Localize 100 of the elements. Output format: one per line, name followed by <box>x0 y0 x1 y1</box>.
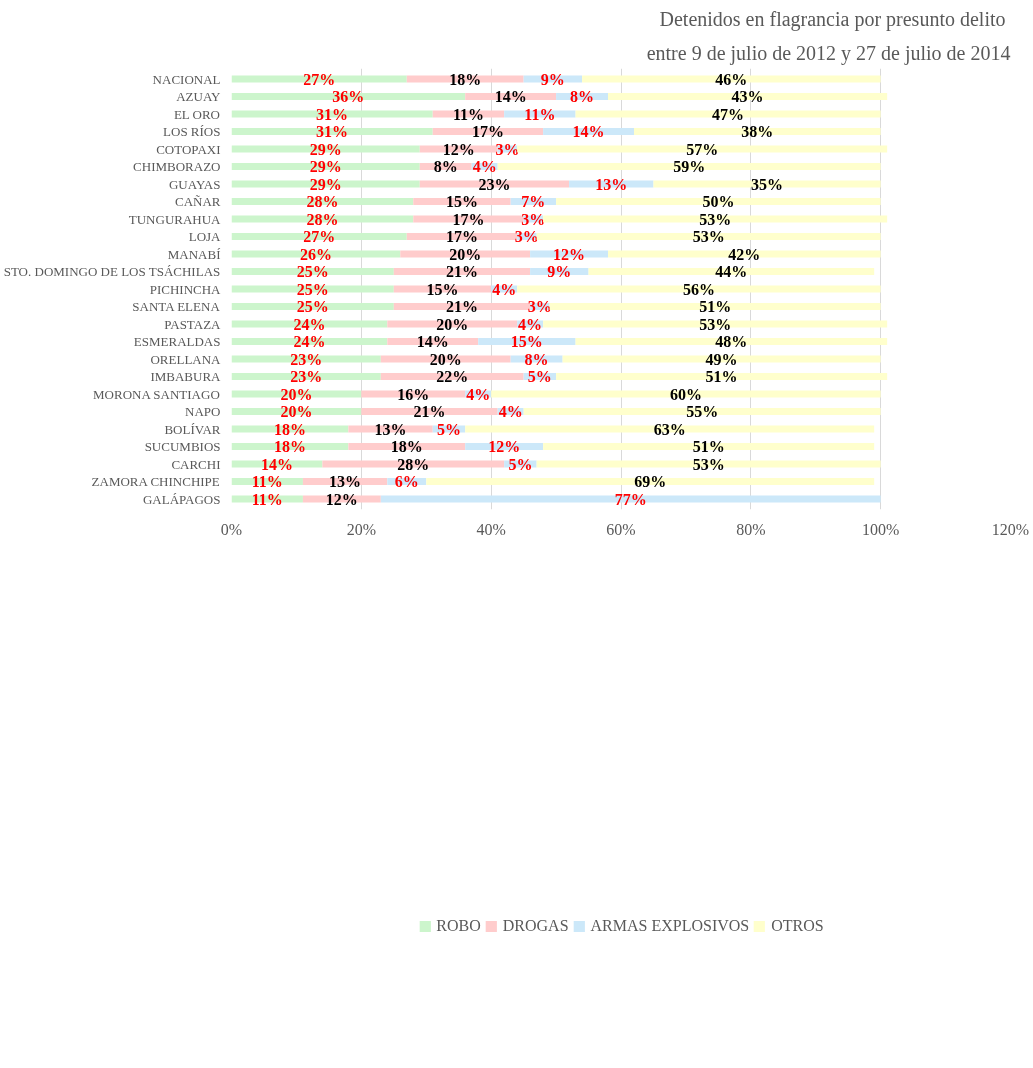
y-tick-label: BOLÍVAR <box>164 421 221 437</box>
data-label: 42% <box>728 245 761 263</box>
data-label: 11% <box>524 105 556 123</box>
data-label: 14% <box>572 123 605 140</box>
y-tick-label: TUNGURAHUA <box>128 211 222 227</box>
bar <box>497 163 881 170</box>
bar <box>536 460 881 468</box>
data-label: 43% <box>731 88 764 105</box>
data-label: 20% <box>429 350 462 368</box>
data-label: 17% <box>452 210 485 228</box>
bar <box>543 443 875 450</box>
y-tick-label: NAPO <box>185 404 221 419</box>
data-label: 50% <box>702 193 735 210</box>
bar <box>231 163 420 170</box>
data-label: 5% <box>436 420 461 438</box>
data-label: 56% <box>682 280 715 298</box>
data-label: 20% <box>280 403 313 420</box>
data-label: 36% <box>332 88 365 105</box>
data-label: 20% <box>436 315 469 333</box>
data-label: 57% <box>686 140 719 158</box>
data-label: 14% <box>260 455 293 473</box>
data-label: 4% <box>498 403 523 420</box>
bar <box>608 250 881 258</box>
y-tick-label: EL ORO <box>173 106 221 122</box>
bar <box>380 495 881 503</box>
data-label: 47% <box>712 105 745 123</box>
y-tick-label: NACIONAL <box>152 71 221 87</box>
data-label: 55% <box>686 403 719 420</box>
bar <box>231 145 420 153</box>
data-label: 48% <box>715 333 748 350</box>
data-label: 31% <box>316 123 349 140</box>
data-label: 25% <box>296 263 329 280</box>
y-tick-label: MORONA SANTIAGO <box>93 386 220 402</box>
data-label: 53% <box>692 455 725 473</box>
y-tick-label: LOS RÍOS <box>163 124 221 139</box>
y-tick-label: SANTA ELENA <box>132 299 221 314</box>
y-tick-label: ZAMORA CHINCHIPE <box>91 474 220 489</box>
data-label: 25% <box>296 298 329 315</box>
data-label: 28% <box>306 210 339 228</box>
data-label: 53% <box>699 315 732 333</box>
data-label: 15% <box>426 280 459 298</box>
bar <box>231 198 414 205</box>
bar <box>465 425 875 433</box>
data-label: 11% <box>251 473 283 490</box>
bar <box>231 110 433 118</box>
y-tick-label: GALÁPAGOS <box>142 491 221 507</box>
legend-label: DROGAS <box>502 916 569 935</box>
x-tick-label: 100% <box>862 520 900 538</box>
bar <box>231 180 420 188</box>
data-label: 53% <box>699 210 732 228</box>
chart-subtitle: entre 9 de julio de 2012 y 27 de julio de 2014 <box>646 41 1011 65</box>
bar <box>231 215 414 223</box>
y-tick-label: LOJA <box>188 229 222 244</box>
data-label: 20% <box>280 385 313 403</box>
data-label: 7% <box>521 193 546 210</box>
y-tick-label: CHIMBORAZO <box>133 159 221 174</box>
data-label: 24% <box>293 315 326 333</box>
bar <box>517 145 888 153</box>
y-tick-label: MANABÍ <box>167 246 221 262</box>
data-label: 69% <box>634 473 667 490</box>
data-label: 27% <box>303 228 336 245</box>
data-label: 3% <box>527 298 552 315</box>
x-tick-label: 0% <box>220 520 243 538</box>
data-label: 51% <box>699 298 732 315</box>
data-label: 17% <box>445 228 478 245</box>
data-label: 24% <box>293 333 326 350</box>
data-label: 9% <box>547 263 572 280</box>
y-tick-label: STO. DOMINGO DE LOS TSÁCHILAS <box>3 264 221 279</box>
data-label: 23% <box>290 368 323 385</box>
bar <box>231 93 466 100</box>
data-label: 15% <box>510 333 543 350</box>
y-tick-label: IMBABURA <box>150 369 222 384</box>
data-label: 4% <box>472 158 497 175</box>
bar <box>543 320 888 328</box>
data-label: 31% <box>316 105 349 123</box>
y-tick-label: ESMERALDAS <box>133 334 221 349</box>
data-label: 13% <box>374 420 407 438</box>
data-label: 28% <box>397 455 430 473</box>
bar <box>588 268 875 275</box>
x-tick-label: 40% <box>476 520 506 538</box>
data-label: 21% <box>413 403 446 420</box>
y-tick-label: PASTAZA <box>164 316 222 332</box>
data-label: 18% <box>273 420 306 438</box>
legend-label: ROBO <box>436 916 481 935</box>
data-label: 38% <box>741 123 774 140</box>
y-tick-label: ORELLANA <box>150 351 222 367</box>
data-label: 18% <box>390 438 423 455</box>
data-label: 49% <box>705 350 738 368</box>
data-label: 5% <box>508 455 533 473</box>
data-label: 16% <box>397 385 430 403</box>
data-label: 17% <box>471 123 504 140</box>
bar <box>231 233 407 240</box>
data-label: 3% <box>521 210 546 228</box>
data-label: 6% <box>394 473 419 490</box>
data-label: 22% <box>436 368 469 385</box>
data-label: 8% <box>524 350 549 368</box>
data-label: 14% <box>416 333 449 350</box>
y-tick-label: PICHINCHA <box>149 281 222 297</box>
data-label: 23% <box>478 175 511 193</box>
data-label: 27% <box>303 70 336 88</box>
